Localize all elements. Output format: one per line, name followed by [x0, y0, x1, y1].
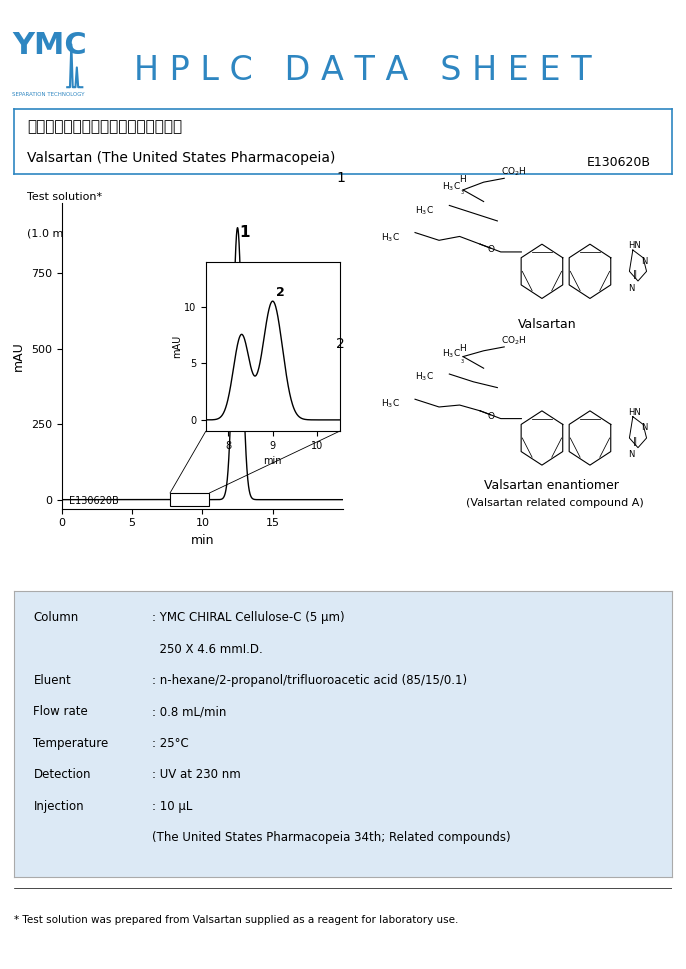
Text: H$_3$C: H$_3$C: [442, 348, 462, 360]
Text: : n-hexane/2-propanol/trifluoroacetic acid (85/15/0.1): : n-hexane/2-propanol/trifluoroacetic ac…: [152, 674, 467, 687]
Text: (The United States Pharmacopeia 34th; Related compounds): (The United States Pharmacopeia 34th; Re…: [152, 831, 510, 844]
Text: Flow rate: Flow rate: [34, 705, 88, 718]
Text: : 10 μL: : 10 μL: [152, 799, 192, 813]
Text: (Valsartan related compound A): (Valsartan related compound A): [466, 498, 644, 508]
Text: Valsartan: Valsartan: [518, 318, 576, 330]
Text: O: O: [487, 412, 494, 421]
Text: H$_3$C: H$_3$C: [381, 398, 400, 411]
Text: H$_3$C: H$_3$C: [415, 371, 434, 384]
Text: * Test solution was prepared from Valsartan supplied as a reagent for laboratory: * Test solution was prepared from Valsar…: [14, 915, 458, 924]
Text: ‖: ‖: [632, 270, 637, 279]
Text: 1: 1: [239, 225, 250, 239]
Text: 2: 2: [276, 286, 285, 298]
Text: Injection: Injection: [34, 799, 84, 813]
Text: CO$_2$H: CO$_2$H: [501, 166, 526, 178]
X-axis label: min: min: [263, 456, 282, 466]
Text: 1: 1: [336, 171, 345, 184]
Text: : 25°C: : 25°C: [152, 736, 189, 750]
Text: Temperature: Temperature: [34, 736, 108, 750]
Y-axis label: mAU: mAU: [12, 341, 25, 371]
Text: : YMC CHIRAL Cellulose-C (5 μm): : YMC CHIRAL Cellulose-C (5 μm): [152, 611, 344, 624]
Text: (1.0 mg/mL Valsartan): (1.0 mg/mL Valsartan): [27, 230, 152, 239]
Text: バルサルタン（米国薬局方記載条件）: バルサルタン（米国薬局方記載条件）: [27, 119, 182, 135]
Text: $_3$: $_3$: [460, 358, 464, 366]
Text: H$_3$C: H$_3$C: [442, 181, 462, 194]
Y-axis label: mAU: mAU: [172, 335, 182, 358]
Text: H P L C   D A T A   S H E E T: H P L C D A T A S H E E T: [134, 54, 591, 87]
Text: : UV at 230 nm: : UV at 230 nm: [152, 768, 241, 781]
Text: YMC: YMC: [12, 31, 87, 60]
Text: SEPARATION TECHNOLOGY: SEPARATION TECHNOLOGY: [12, 92, 85, 97]
Text: Eluent: Eluent: [34, 674, 71, 687]
Text: Test solution*: Test solution*: [27, 192, 103, 203]
Text: E130620B: E130620B: [587, 156, 650, 169]
Text: Valsartan (The United States Pharmacopeia): Valsartan (The United States Pharmacopei…: [27, 151, 335, 165]
Text: H$_3$C: H$_3$C: [381, 232, 400, 244]
Text: H: H: [460, 344, 466, 353]
Text: E130620B: E130620B: [69, 496, 119, 506]
X-axis label: min: min: [191, 534, 214, 547]
Text: HN: HN: [628, 241, 641, 250]
Text: N: N: [628, 451, 634, 459]
Text: 2: 2: [336, 337, 345, 351]
Bar: [170, 493, 209, 507]
Text: Detection: Detection: [34, 768, 91, 781]
Text: H$_3$C: H$_3$C: [415, 204, 434, 217]
Text: 250 X 4.6 mmI.D.: 250 X 4.6 mmI.D.: [152, 642, 263, 656]
Text: O: O: [487, 245, 494, 254]
Text: Valsartan enantiomer: Valsartan enantiomer: [484, 479, 619, 491]
Text: HN: HN: [628, 408, 641, 417]
Text: ‖: ‖: [632, 437, 637, 446]
Text: $_3$: $_3$: [460, 189, 464, 198]
Text: Column: Column: [34, 611, 79, 624]
Text: H: H: [460, 175, 466, 184]
Text: CO$_2$H: CO$_2$H: [501, 334, 526, 347]
Text: N: N: [628, 284, 634, 293]
Text: : 0.8 mL/min: : 0.8 mL/min: [152, 705, 226, 718]
Text: N: N: [641, 257, 648, 266]
Text: N: N: [641, 423, 648, 432]
